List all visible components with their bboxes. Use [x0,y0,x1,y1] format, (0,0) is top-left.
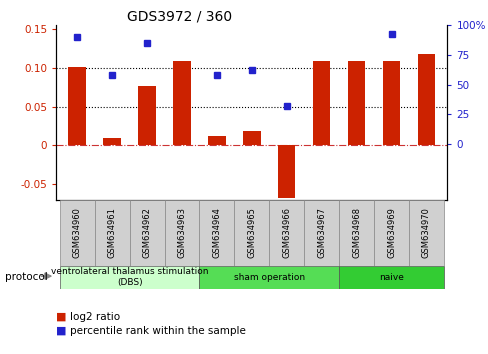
Bar [312,61,330,145]
Bar [199,200,234,266]
Bar [129,200,164,266]
Bar [347,61,365,145]
Bar [103,138,121,145]
Text: GSM634961: GSM634961 [107,207,116,258]
Bar [173,61,190,145]
Text: ■: ■ [56,312,66,322]
Text: GSM634967: GSM634967 [317,207,325,258]
Bar [339,266,443,289]
Bar [68,67,86,145]
Bar [339,200,373,266]
Bar [373,200,408,266]
Text: protocol: protocol [5,272,47,282]
Bar [278,145,295,199]
Text: GSM634963: GSM634963 [177,207,186,258]
Text: ventrolateral thalamus stimulation
(DBS): ventrolateral thalamus stimulation (DBS) [51,267,208,287]
Text: ■: ■ [56,326,66,336]
Bar [269,200,304,266]
Text: GSM634966: GSM634966 [282,207,291,258]
Text: log2 ratio: log2 ratio [70,312,120,322]
Text: GSM634964: GSM634964 [212,207,221,258]
Text: GSM634965: GSM634965 [247,207,256,258]
Text: percentile rank within the sample: percentile rank within the sample [70,326,245,336]
Bar [382,61,400,145]
Bar [304,200,339,266]
Text: GSM634970: GSM634970 [421,207,430,258]
Bar [234,200,269,266]
Bar [199,266,339,289]
Text: sham operation: sham operation [233,273,304,281]
Text: GDS3972 / 360: GDS3972 / 360 [126,10,231,24]
Bar [243,131,260,145]
Bar [417,53,434,145]
Bar [408,200,443,266]
Bar [60,200,95,266]
Text: GSM634960: GSM634960 [73,207,81,258]
Bar [208,136,225,145]
Bar [164,200,199,266]
Bar [138,86,156,145]
Bar [60,266,199,289]
Text: GSM634962: GSM634962 [142,207,151,258]
Text: naive: naive [378,273,403,281]
Text: GSM634968: GSM634968 [351,207,360,258]
Bar [95,200,129,266]
Text: GSM634969: GSM634969 [386,207,395,258]
